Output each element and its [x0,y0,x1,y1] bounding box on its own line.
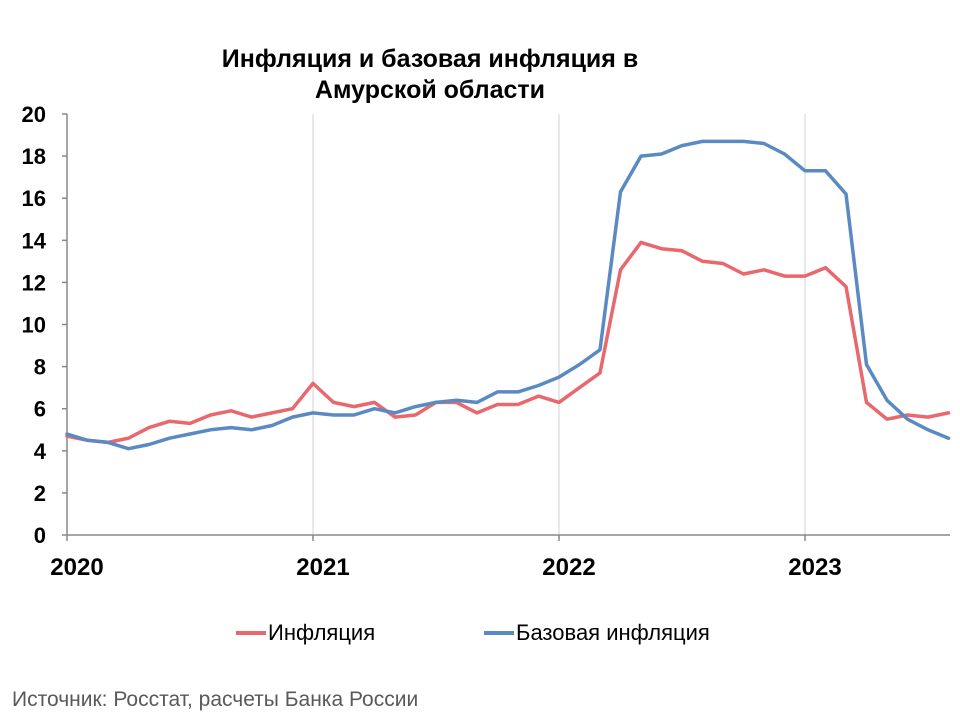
source-note: Источник: Росстат, расчеты Банка России [12,688,419,711]
y-tick-label: 18 [22,144,46,169]
y-tick-label: 6 [34,397,46,422]
y-tick-label: 12 [22,270,46,295]
legend-swatch-core-inflation [484,631,514,635]
y-tick-label: 4 [34,439,47,464]
x-tick-label: 2022 [542,554,595,581]
grid-lines [312,114,806,535]
line-chart: 0 2 4 6 8 10 12 14 16 18 20 2020 2021 2022 2023 [22,102,951,581]
x-tick-label: 2023 [788,554,841,581]
legend: Инфляция Базовая инфляция [0,620,960,650]
y-tick-label: 10 [22,313,46,338]
x-tick-label: 2021 [296,554,349,581]
series-lines [65,139,951,451]
legend-swatch-inflation [236,631,266,635]
y-tick-labels: 0 2 4 6 8 10 12 14 16 18 20 [22,102,67,548]
x-tick-labels: 2020 2021 2022 2023 [50,535,842,581]
legend-item-core-inflation: Базовая инфляция [484,620,710,646]
legend-item-inflation: Инфляция [236,620,375,646]
y-tick-label: 0 [34,523,46,548]
legend-label-core-inflation: Базовая инфляция [516,620,710,645]
x-tick-label: 2020 [50,554,103,581]
chart-title-line-1: Инфляция и базовая инфляция в [221,45,639,73]
y-tick-label: 14 [22,228,47,253]
series-line-core-inflation [65,139,951,451]
y-tick-label: 8 [34,355,46,380]
y-tick-label: 2 [34,481,46,506]
y-tick-label: 20 [22,102,46,127]
legend-label-inflation: Инфляция [268,620,376,645]
chart-title-line-2: Амурской области [314,76,546,104]
y-tick-label: 16 [22,186,46,211]
chart-title: Инфляция и базовая инфляция в Амурской о… [180,44,680,106]
series-line-inflation [65,240,951,445]
axes [66,114,950,536]
